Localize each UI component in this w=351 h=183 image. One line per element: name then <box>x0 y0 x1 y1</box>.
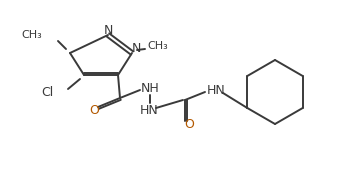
Text: CH₃: CH₃ <box>21 30 42 40</box>
Text: N: N <box>131 42 141 55</box>
Text: HN: HN <box>207 83 225 96</box>
Text: Cl: Cl <box>41 87 53 100</box>
Text: N: N <box>103 23 113 36</box>
Text: CH₃: CH₃ <box>148 41 168 51</box>
Text: O: O <box>89 104 99 117</box>
Text: O: O <box>184 117 194 130</box>
Text: NH: NH <box>141 81 159 94</box>
Text: HN: HN <box>140 104 158 117</box>
